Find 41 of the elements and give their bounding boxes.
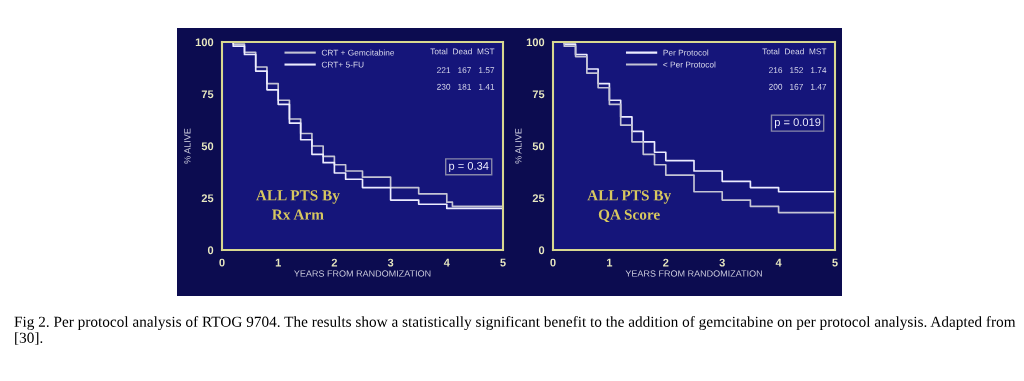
annotation: Total Dead MST [762, 48, 827, 55]
legend-label: Per Protocol [663, 49, 709, 56]
y-tick-label: 0 [207, 246, 214, 255]
annotation: 216 152 1.74 [769, 67, 827, 74]
annotation: ALL PTS By QA Score [587, 190, 672, 223]
annotation: 230 181 1.41 [437, 83, 495, 90]
y-tick-label: 25 [532, 194, 545, 203]
x-tick-label: 4 [443, 258, 450, 267]
x-tick-label: 0 [550, 258, 556, 267]
legend-label: CRT+ 5-FU [321, 61, 364, 68]
x-tick-label: 5 [500, 258, 506, 267]
annotation: 200 167 1.47 [769, 83, 827, 90]
legend-label: CRT + Gemcitabine [321, 49, 395, 56]
legend-label: < Per Protocol [663, 61, 716, 68]
x-tick-label: 0 [219, 258, 225, 267]
y-tick-label: 75 [532, 90, 545, 99]
annotation: Total Dead MST [430, 48, 495, 55]
x-tick-label: 3 [387, 258, 394, 267]
y-tick-label: 50 [532, 142, 545, 151]
x-tick-label: 1 [275, 258, 281, 267]
y-tick-label: 0 [538, 246, 545, 255]
caption: Fig 2. Per protocol analysis of RTOG 9704. The results show a statistically significant benefit to the addition of gemcitabine on per protocol analysis. Adapted from [30]. [14, 316, 1016, 345]
y-axis-title: % ALIVE [515, 128, 522, 164]
x-tick-label: 3 [719, 258, 725, 267]
y-tick-label: 50 [201, 142, 214, 151]
x-axis-title: YEARS FROM RANDOMIZATION [294, 270, 431, 277]
y-tick-label: 25 [201, 194, 214, 203]
annotation: p = 0.34 [449, 161, 489, 172]
y-axis-title: % ALIVE [184, 128, 191, 164]
y-tick-label: 100 [195, 38, 214, 47]
annotation: ALL PTS By Rx Arm [255, 190, 340, 220]
annotation: 221 167 1.57 [437, 67, 495, 74]
x-tick-label: 1 [607, 258, 613, 267]
y-tick-label: 75 [201, 90, 214, 99]
x-tick-label: 4 [775, 258, 782, 267]
x-tick-label: 2 [663, 258, 669, 267]
x-tick-label: 5 [832, 258, 838, 267]
x-axis-title: YEARS FROM RANDOMIZATION [625, 270, 762, 277]
x-tick-label: 2 [331, 258, 338, 267]
y-tick-label: 100 [526, 38, 545, 47]
annotation: p = 0.019 [774, 118, 821, 129]
